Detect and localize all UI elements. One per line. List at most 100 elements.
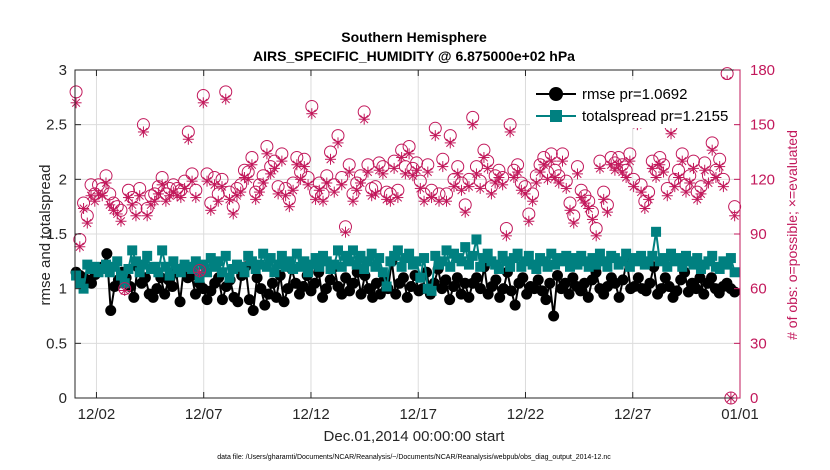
- rmse-point: [509, 299, 521, 311]
- y2-tick-label: 30: [750, 335, 767, 352]
- evaluated-stroke: [696, 189, 706, 199]
- evaluated-stroke: [270, 164, 279, 173]
- evaluated-point: [336, 179, 348, 191]
- x-tick-label: 12/27: [614, 406, 652, 423]
- totalspread-point: [579, 256, 590, 267]
- evaluated-stroke: [359, 114, 369, 124]
- totalspread-point: [688, 259, 699, 270]
- rmse-point: [582, 291, 594, 303]
- evaluated-stroke: [333, 138, 343, 148]
- evaluated-point: [343, 166, 355, 178]
- rmse-point: [101, 248, 113, 260]
- totalspread-point: [276, 250, 287, 261]
- totalspread-point: [269, 267, 280, 278]
- evaluated-stroke: [427, 193, 436, 202]
- rmse-point: [347, 277, 359, 289]
- evaluated-stroke: [419, 196, 429, 206]
- evaluated-point: [220, 93, 232, 105]
- rmse-point: [536, 285, 548, 297]
- evaluated-point: [714, 161, 726, 173]
- evaluated-point: [523, 215, 535, 227]
- evaluated-point: [347, 195, 359, 207]
- rmse-point: [706, 272, 718, 284]
- evaluated-point: [396, 151, 408, 163]
- evaluated-point: [403, 148, 415, 160]
- evaluated-stroke: [535, 167, 545, 177]
- evaluated-stroke: [206, 206, 215, 215]
- totalspread-point: [658, 253, 669, 264]
- rmse-point: [490, 274, 502, 286]
- rmse-point: [463, 291, 475, 303]
- evaluated-stroke: [285, 202, 294, 211]
- totalspread-point: [456, 256, 467, 267]
- evaluated-point: [179, 182, 191, 194]
- rmse-point: [340, 272, 352, 284]
- evaluated-point: [104, 199, 116, 211]
- totalspread-point: [617, 256, 628, 267]
- y-tick-label: 3: [59, 62, 67, 79]
- evaluated-stroke: [199, 98, 208, 108]
- evaluated-point: [74, 241, 86, 253]
- evaluated-stroke: [266, 169, 275, 179]
- rmse-point: [247, 305, 259, 317]
- evaluated-point: [298, 161, 310, 173]
- evaluated-stroke: [651, 173, 661, 182]
- totalspread-point: [310, 253, 321, 264]
- totalspread-point: [587, 253, 598, 264]
- rmse-point: [532, 274, 544, 286]
- evaluated-point: [411, 164, 423, 176]
- evaluated-stroke: [524, 217, 534, 226]
- y2-tick-label: 120: [750, 171, 775, 188]
- evaluated-stroke: [431, 131, 440, 140]
- evaluated-stroke: [281, 191, 290, 200]
- evaluated-stroke: [157, 180, 167, 190]
- rmse-point: [355, 288, 367, 300]
- totalspread-point: [164, 270, 175, 281]
- totalspread-point: [160, 261, 171, 272]
- totalspread-point: [258, 248, 269, 259]
- totalspread-point: [198, 259, 209, 270]
- rmse-point: [540, 294, 552, 306]
- evaluated-stroke: [113, 209, 122, 219]
- totalspread-point: [415, 272, 426, 283]
- evaluated-stroke: [483, 164, 492, 173]
- totalspread-point: [157, 245, 168, 256]
- evaluated-point: [78, 202, 90, 214]
- totalspread-point: [594, 248, 605, 259]
- evaluated-point: [328, 186, 340, 198]
- totalspread-point: [370, 261, 381, 272]
- rmse-point: [613, 291, 625, 303]
- totalspread-point: [419, 253, 430, 264]
- totalspread-point: [134, 267, 145, 278]
- evaluated-point: [321, 177, 333, 189]
- evaluated-point: [354, 177, 366, 189]
- totalspread-point: [520, 256, 531, 267]
- evaluated-point: [564, 204, 576, 216]
- evaluated-stroke: [236, 187, 245, 197]
- y-tick-label: 2.5: [46, 117, 67, 134]
- evaluated-point: [444, 137, 456, 149]
- evaluated-point: [268, 162, 280, 174]
- evaluated-point: [194, 266, 206, 278]
- evaluated-point: [310, 193, 322, 205]
- evaluated-stroke: [681, 187, 691, 197]
- evaluated-stroke: [573, 169, 582, 179]
- evaluated-point: [190, 192, 202, 204]
- totalspread-point: [572, 259, 583, 270]
- evaluated-stroke: [528, 196, 537, 206]
- totalspread-point: [78, 283, 89, 294]
- evaluated-stroke: [221, 94, 230, 104]
- evaluated-point: [474, 182, 486, 194]
- evaluated-point: [209, 179, 221, 191]
- evaluated-point: [594, 162, 606, 174]
- evaluated-stroke: [277, 156, 287, 166]
- totalspread-point: [561, 250, 572, 261]
- evaluated-point: [463, 181, 475, 193]
- evaluated-stroke: [348, 196, 358, 206]
- totalspread-point: [366, 248, 377, 259]
- evaluated-point: [702, 177, 714, 189]
- evaluated-point: [684, 177, 696, 189]
- totalspread-point: [209, 261, 220, 272]
- totalspread-point: [202, 267, 213, 278]
- totalspread-point: [130, 256, 141, 267]
